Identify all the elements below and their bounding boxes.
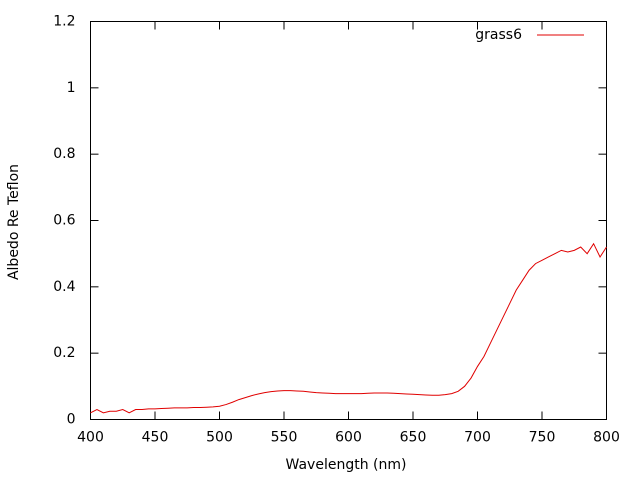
- x-tick-label: 600: [335, 430, 362, 446]
- x-tick-label: 650: [400, 430, 427, 446]
- x-tick-label: 550: [271, 430, 298, 446]
- y-tick-label: 0.2: [53, 345, 75, 361]
- x-tick-label: 750: [529, 430, 556, 446]
- x-tick-label: 400: [77, 430, 104, 446]
- x-tick-label: 700: [464, 430, 491, 446]
- plot-frame: [90, 21, 607, 420]
- y-tick-label: 1.2: [53, 14, 75, 30]
- y-axis-label: Albedo Re Teflon: [6, 164, 22, 280]
- x-axis-label: Wavelength (nm): [286, 457, 407, 473]
- x-tick-label: 500: [206, 430, 233, 446]
- x-tick-label: 450: [142, 430, 169, 446]
- y-tick-label: 0.4: [53, 279, 75, 295]
- y-tick-label: 1: [67, 80, 76, 96]
- x-tick-label: 800: [593, 430, 620, 446]
- data-line: [90, 242, 607, 414]
- y-tick-label: 0.8: [53, 146, 75, 162]
- y-tick-label: 0: [67, 412, 76, 428]
- legend-label: grass6: [475, 27, 522, 43]
- y-tick-label: 0.6: [53, 213, 75, 229]
